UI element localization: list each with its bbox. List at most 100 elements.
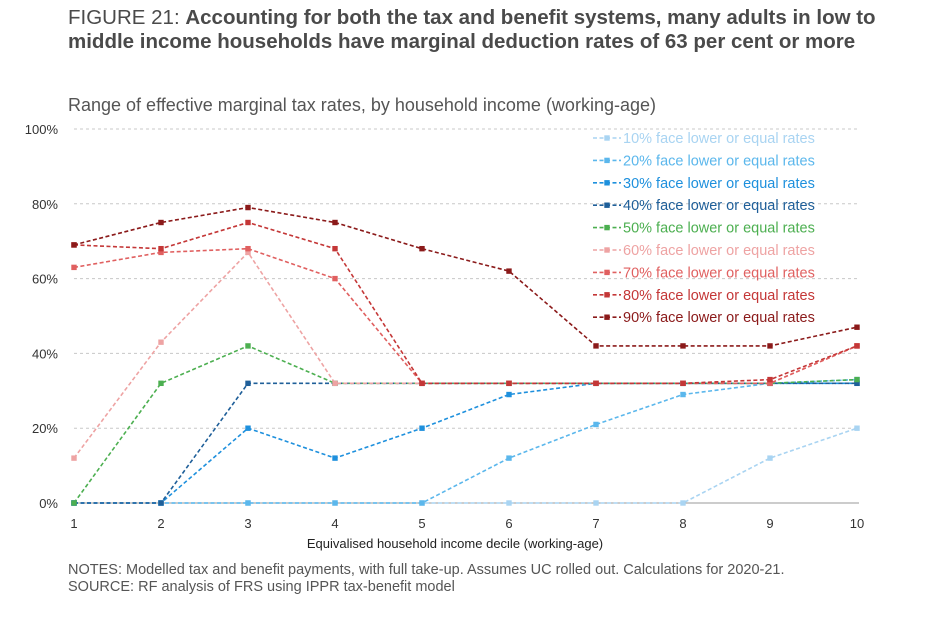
x-tick-label: 1 — [70, 516, 77, 531]
data-point — [332, 455, 338, 461]
data-point — [158, 219, 164, 226]
data-point — [245, 245, 251, 252]
data-point — [593, 421, 599, 428]
legend-marker — [604, 292, 610, 298]
legend-label: 40% face lower or equal rates — [623, 198, 815, 214]
data-point — [593, 343, 599, 349]
legend-label: 60% face lower or equal rates — [623, 243, 815, 259]
data-point — [680, 343, 686, 349]
data-point — [245, 425, 251, 431]
series-line — [73, 345, 858, 504]
notes-block: NOTES: Modelled tax and benefit payments… — [68, 562, 888, 596]
data-point — [506, 500, 512, 506]
x-tick-label: 7 — [592, 516, 599, 531]
data-point — [593, 380, 599, 387]
data-point — [332, 275, 338, 282]
legend-marker — [604, 135, 610, 141]
figure-number: FIGURE 21: — [68, 6, 186, 29]
series-line — [73, 206, 858, 347]
legend-marker — [604, 247, 610, 253]
data-point — [71, 455, 77, 461]
data-point — [245, 204, 251, 211]
legend-label: 30% face lower or equal rates — [623, 176, 815, 192]
chart-title: FIGURE 21: Accounting for both the tax a… — [68, 6, 918, 54]
series-line — [73, 221, 858, 385]
data-point — [854, 376, 860, 383]
legend-marker — [604, 202, 610, 208]
data-point — [506, 455, 512, 461]
data-point — [245, 380, 251, 387]
legend-marker — [604, 157, 610, 164]
series-line — [73, 251, 858, 459]
x-tick-label: 9 — [766, 516, 773, 531]
y-tick-label: 0% — [39, 496, 58, 511]
legend-marker — [604, 180, 610, 186]
data-point — [245, 249, 251, 256]
y-tick-label: 60% — [32, 272, 58, 287]
legend-label: 50% face lower or equal rates — [623, 221, 815, 237]
figure-headline: Accounting for both the tax and benefit … — [68, 6, 876, 53]
data-point — [854, 425, 860, 431]
legend-marker — [604, 269, 610, 276]
data-point — [767, 380, 773, 387]
notes-text: NOTES: Modelled tax and benefit payments… — [68, 562, 785, 578]
legend-marker — [604, 314, 610, 320]
legend-marker — [604, 224, 610, 231]
data-point — [71, 264, 77, 271]
x-tick-label: 8 — [679, 516, 686, 531]
source-text: SOURCE: RF analysis of FRS using IPPR ta… — [68, 579, 455, 595]
data-point — [419, 245, 425, 252]
legend-label: 70% face lower or equal rates — [623, 265, 815, 281]
legend-label: 10% face lower or equal rates — [623, 131, 815, 147]
x-tick-label: 3 — [244, 516, 251, 531]
data-point — [419, 500, 425, 506]
series-line — [74, 427, 858, 504]
x-tick-label: 2 — [157, 516, 164, 531]
data-point — [680, 500, 686, 506]
data-point — [506, 380, 512, 387]
data-point — [767, 455, 773, 461]
data-point — [767, 376, 773, 383]
data-point — [419, 425, 425, 431]
x-axis-label: Equivalised household income decile (wor… — [307, 536, 603, 551]
data-point — [158, 500, 164, 506]
x-tick-label: 6 — [505, 516, 512, 531]
data-point — [158, 380, 164, 387]
data-point — [506, 268, 512, 274]
y-tick-label: 20% — [32, 421, 58, 436]
x-tick-label: 5 — [418, 516, 425, 531]
data-point — [854, 324, 860, 330]
data-point — [767, 343, 773, 349]
series-line — [74, 382, 857, 504]
data-point — [593, 500, 599, 506]
y-tick-label: 100% — [25, 122, 59, 137]
data-point — [419, 380, 425, 387]
data-point — [854, 343, 860, 349]
data-point — [332, 380, 338, 387]
data-point — [71, 500, 77, 506]
y-tick-label: 40% — [32, 346, 58, 361]
x-tick-label: 4 — [331, 516, 338, 531]
x-tick-label: 10 — [850, 516, 864, 531]
data-point — [245, 500, 251, 506]
series-line — [74, 382, 857, 504]
data-point — [332, 500, 338, 506]
data-point — [245, 343, 251, 349]
data-point — [332, 219, 338, 226]
y-tick-label: 80% — [32, 197, 58, 212]
series-line — [74, 378, 858, 504]
chart-subtitle: Range of effective marginal tax rates, b… — [68, 95, 656, 115]
data-point — [680, 380, 686, 387]
data-point — [158, 249, 164, 256]
data-point — [854, 380, 860, 387]
series-line — [73, 247, 858, 385]
data-point — [158, 245, 164, 252]
legend-label: 90% face lower or equal rates — [623, 310, 815, 326]
line-chart: 0% 20% 40% 60% 80% 100% 1 2 3 4 5 6 7 8 9 10 Equivalised… — [25, 122, 864, 551]
legend-label: 80% face lower or equal rates — [623, 288, 815, 304]
data-point — [680, 391, 686, 398]
data-point — [332, 245, 338, 252]
data-point — [245, 219, 251, 226]
data-point — [158, 339, 164, 345]
data-point — [71, 242, 77, 248]
